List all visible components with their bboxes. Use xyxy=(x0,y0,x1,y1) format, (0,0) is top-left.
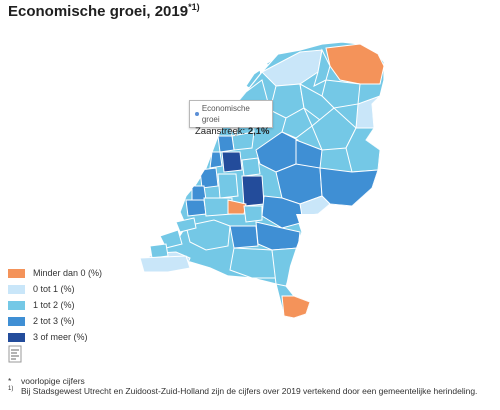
title-text: Economische groei, 2019 xyxy=(8,3,189,20)
legend: Minder dan 0 (%) 0 tot 1 (%) 1 tot 2 (%)… xyxy=(8,266,102,346)
region-de-liemers xyxy=(299,195,331,217)
region-drenthe-zuidoost xyxy=(355,95,381,129)
region-walcheren xyxy=(149,243,169,259)
legend-swatch xyxy=(8,316,25,326)
legend-label: 1 tot 2 (%) xyxy=(33,300,75,310)
tooltip-region: Zaanstreek: xyxy=(195,126,246,137)
region-midden-noord-brabant xyxy=(229,225,259,249)
footnote-text: voorlopige cijfers xyxy=(21,376,85,386)
region-oost-groningen xyxy=(325,43,384,85)
legend-swatch xyxy=(8,300,25,310)
region-oost-zuid-holland xyxy=(217,173,239,199)
legend-item[interactable]: 0 tot 1 (%) xyxy=(8,282,102,296)
region-west-noord-brabant xyxy=(185,219,231,251)
region-agglomeratie-leiden xyxy=(199,167,219,189)
footnote-provisional: * voorlopige cijfers xyxy=(8,376,498,386)
region-utrecht xyxy=(241,175,265,207)
region-amsterdam xyxy=(221,151,243,173)
legend-item[interactable]: Minder dan 0 (%) xyxy=(8,266,102,280)
tooltip-series-name: Economische groei xyxy=(201,104,250,124)
tooltip-pointer xyxy=(229,127,239,137)
legend-label: 0 tot 1 (%) xyxy=(33,284,75,294)
legend-item[interactable]: 2 tot 3 (%) xyxy=(8,314,102,328)
region-gooi-vechtstreek xyxy=(241,157,261,177)
chart-title: Economische groei, 2019*1) xyxy=(8,2,200,20)
legend-swatch xyxy=(8,284,25,294)
footnote-mark: 1) xyxy=(8,386,14,392)
region-delft-westland xyxy=(185,199,207,217)
region-achterhoek xyxy=(319,167,379,207)
footnote-mark: * xyxy=(8,376,12,386)
tooltip-series: Economische groei xyxy=(195,103,267,125)
tooltip-value-line: Zaanstreek: 2,1% xyxy=(195,125,270,138)
footnote-text: Bij Stadsgewest Utrecht en Zuidoost-Zuid… xyxy=(21,386,478,396)
region-drenthe-noord xyxy=(321,79,361,109)
region-zuidoost-zuid-holland xyxy=(227,199,247,215)
tooltip-value: 2,1% xyxy=(247,126,270,137)
legend-item[interactable]: 3 of meer (%) xyxy=(8,330,102,344)
region-zuidoost-noord-brabant xyxy=(229,247,277,279)
footnotes: * voorlopige cijfers 1) Bij Stadsgewest … xyxy=(8,376,498,396)
region-noordoostpolder xyxy=(281,107,313,139)
map-tooltip: Economische groei Zaanstreek: 2,1% xyxy=(189,100,273,137)
legend-label: 3 of meer (%) xyxy=(33,332,88,342)
legend-swatch xyxy=(8,268,25,278)
title-footnote-marker: *1) xyxy=(188,2,200,12)
legend-swatch xyxy=(8,332,25,342)
region-haarlem xyxy=(209,151,223,169)
zeeland xyxy=(139,217,197,273)
region-zuid-limburg xyxy=(281,295,311,318)
legend-label: 2 tot 3 (%) xyxy=(33,316,75,326)
region-rivierenland xyxy=(243,205,263,223)
region-zeeuws-vlaanderen-west xyxy=(139,255,191,273)
region-ijmond xyxy=(217,135,235,153)
tooltip-series-dot xyxy=(195,112,199,116)
region-goeree xyxy=(175,217,197,233)
region-groningen-stad xyxy=(313,48,331,87)
legend-label: Minder dan 0 (%) xyxy=(33,268,103,278)
footnote-herindeling: 1) Bij Stadsgewest Utrecht en Zuidoost-Z… xyxy=(8,386,498,396)
legend-item[interactable]: 1 tot 2 (%) xyxy=(8,298,102,312)
cbs-logo-icon xyxy=(8,345,22,363)
